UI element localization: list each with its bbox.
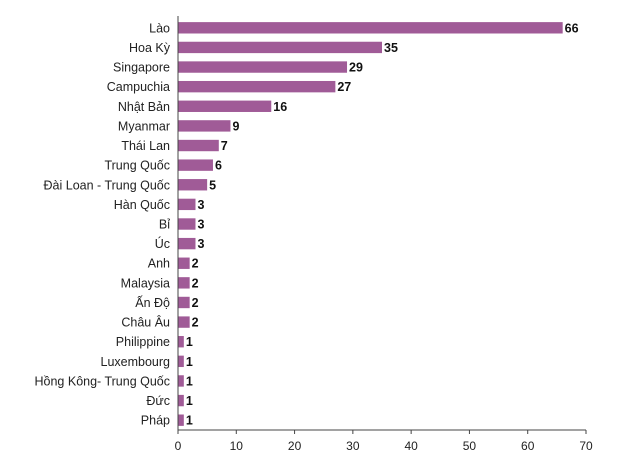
bar bbox=[178, 22, 563, 34]
bar bbox=[178, 159, 213, 171]
value-label: 1 bbox=[186, 335, 193, 349]
value-label: 66 bbox=[565, 21, 579, 35]
category-label: Myanmar bbox=[118, 119, 170, 133]
category-label: Trung Quốc bbox=[104, 159, 170, 173]
category-label: Anh bbox=[148, 257, 170, 271]
value-label: 1 bbox=[186, 394, 193, 408]
bar bbox=[178, 355, 184, 368]
category-label: Malaysia bbox=[121, 276, 170, 290]
x-tick-label: 50 bbox=[463, 439, 477, 453]
category-label: Úc bbox=[155, 236, 170, 251]
bar bbox=[178, 100, 272, 112]
value-label: 3 bbox=[197, 218, 204, 232]
category-label: Campuchia bbox=[107, 80, 170, 94]
value-label: 3 bbox=[197, 198, 204, 212]
value-label: 7 bbox=[221, 139, 228, 153]
category-label: Singapore bbox=[113, 61, 170, 75]
category-label: Hồng Kông- Trung Quốc bbox=[35, 374, 171, 388]
category-label: Philippine bbox=[116, 335, 170, 349]
x-tick-label: 30 bbox=[346, 439, 360, 453]
bar bbox=[178, 296, 190, 309]
value-label: 1 bbox=[186, 374, 193, 388]
x-axis: 0 10 20 30 40 50 60 70 bbox=[175, 16, 593, 453]
bar bbox=[178, 218, 196, 230]
bar bbox=[178, 120, 231, 132]
bar bbox=[178, 198, 196, 211]
category-label: Hoa Kỳ bbox=[129, 41, 171, 55]
x-tick-label: 40 bbox=[404, 439, 418, 453]
bar bbox=[178, 336, 184, 348]
category-label: Bỉ bbox=[159, 218, 170, 232]
bar bbox=[178, 179, 208, 191]
value-label: 3 bbox=[197, 237, 204, 251]
bar bbox=[178, 237, 196, 250]
category-label: Thái Lan bbox=[121, 139, 170, 153]
bar bbox=[178, 316, 190, 328]
bar bbox=[178, 257, 190, 269]
bar bbox=[178, 139, 219, 152]
bar bbox=[178, 375, 184, 387]
value-label: 1 bbox=[186, 414, 193, 428]
value-label: 35 bbox=[384, 41, 398, 55]
category-label: Nhật Bản bbox=[118, 100, 170, 114]
x-tick-label: 0 bbox=[175, 439, 182, 453]
bar bbox=[178, 394, 184, 407]
bar bbox=[178, 61, 348, 73]
value-label: 5 bbox=[209, 178, 216, 192]
x-tick-label: 60 bbox=[521, 439, 535, 453]
bar bbox=[178, 80, 336, 93]
bar bbox=[178, 41, 382, 54]
value-label: 2 bbox=[192, 257, 199, 271]
value-label: 2 bbox=[192, 276, 199, 290]
category-label: Lào bbox=[149, 21, 170, 35]
bar bbox=[178, 414, 184, 426]
category-label: Đức bbox=[146, 394, 170, 408]
value-label: 16 bbox=[273, 100, 287, 114]
x-tick-label: 10 bbox=[230, 439, 244, 453]
value-label: 6 bbox=[215, 159, 222, 173]
x-tick-label: 20 bbox=[288, 439, 302, 453]
category-label: Châu Âu bbox=[121, 315, 170, 330]
value-label: 9 bbox=[232, 119, 239, 133]
value-label: 29 bbox=[349, 61, 363, 75]
category-label: Đài Loan - Trung Quốc bbox=[44, 178, 170, 192]
category-label: Hàn Quốc bbox=[114, 198, 170, 212]
value-label: 2 bbox=[192, 316, 199, 330]
value-label: 2 bbox=[192, 296, 199, 310]
x-tick-label: 70 bbox=[579, 439, 593, 453]
category-label: Luxembourg bbox=[101, 355, 171, 369]
value-label: 27 bbox=[337, 80, 351, 94]
bar bbox=[178, 277, 190, 289]
category-label: Pháp bbox=[141, 414, 170, 428]
category-label: Ấn Độ bbox=[135, 295, 170, 310]
value-label: 1 bbox=[186, 355, 193, 369]
